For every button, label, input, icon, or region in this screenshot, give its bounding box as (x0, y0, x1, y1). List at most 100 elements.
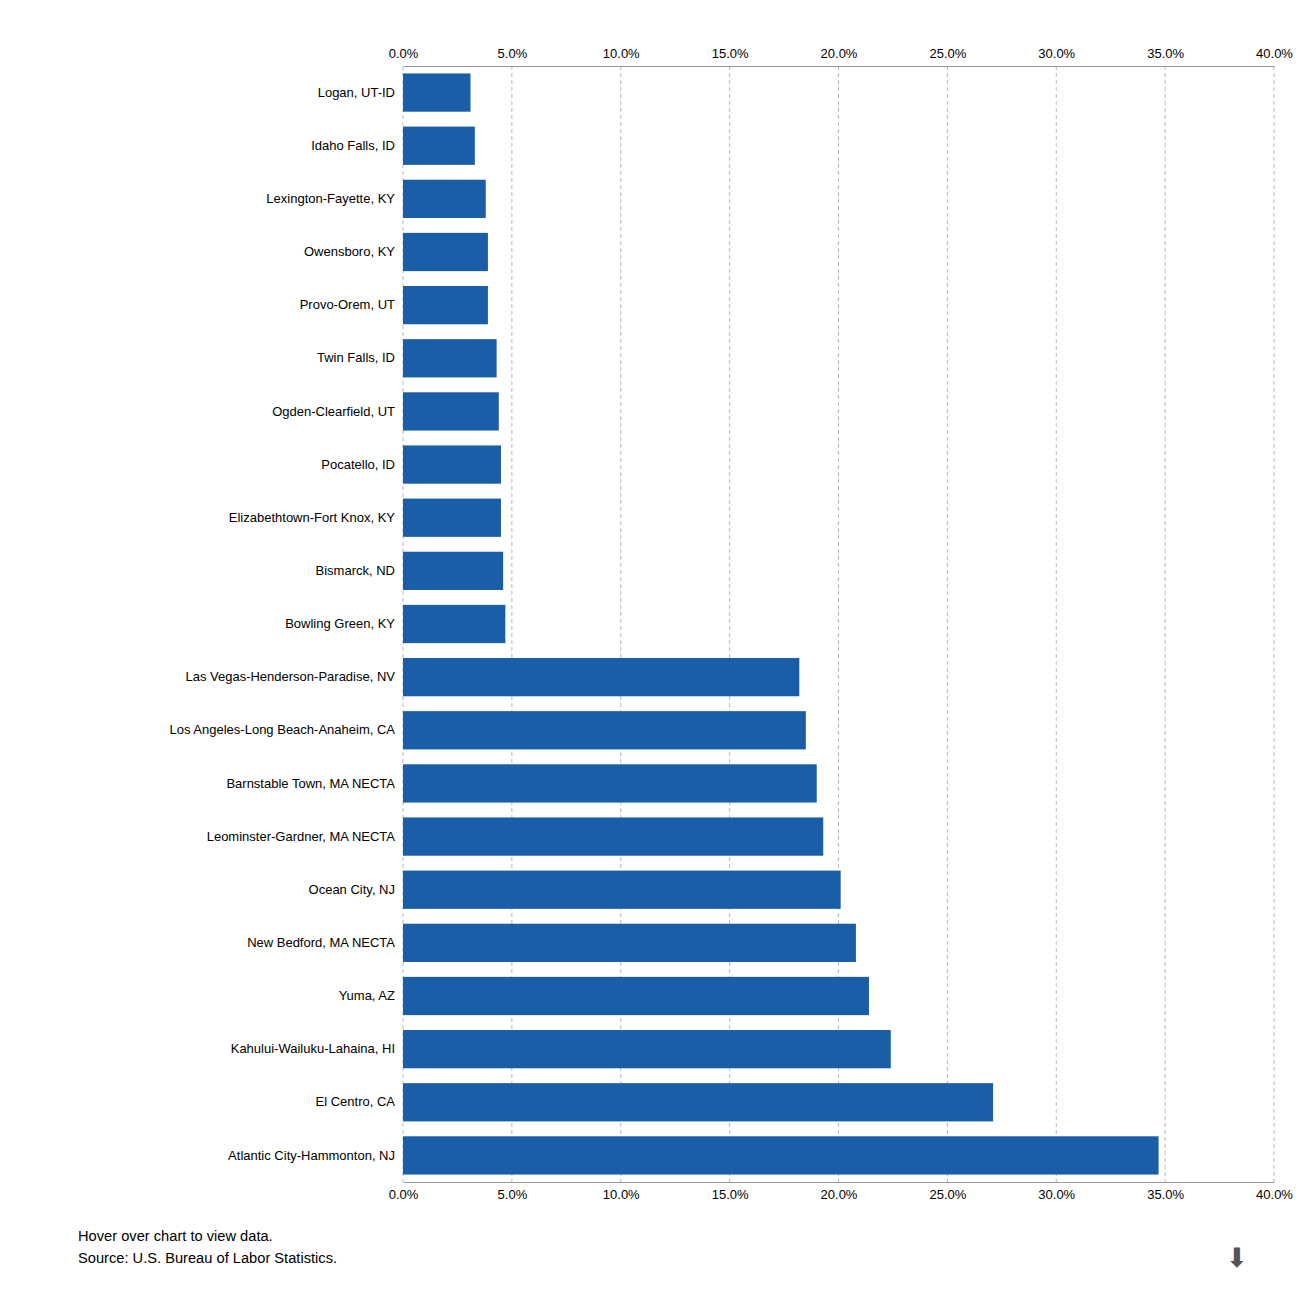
tick-label: 5.0% (498, 1187, 528, 1202)
tick: 5.0% (498, 1182, 528, 1202)
tick: Pocatello, ID (321, 457, 403, 472)
tick-label: 10.0% (603, 1187, 640, 1202)
bar (403, 392, 499, 430)
category-label: Ogden-Clearfield, UT (272, 404, 395, 419)
tick-label: 40.0% (1256, 46, 1293, 61)
category-label: Provo-Orem, UT (300, 297, 395, 312)
tick: Logan, UT-ID (318, 85, 403, 100)
category-label: Lexington-Fayette, KY (266, 191, 395, 206)
bar (403, 339, 497, 377)
bar (403, 1030, 891, 1068)
footnote: Hover over chart to view data. (78, 1228, 273, 1244)
tick: Yuma, AZ (339, 988, 403, 1003)
tick-label: 30.0% (1038, 46, 1075, 61)
grid-line (947, 66, 948, 1182)
tick-label: 20.0% (821, 1187, 858, 1202)
tick-label: 40.0% (1256, 1187, 1293, 1202)
tick: Las Vegas-Henderson-Paradise, NV (185, 669, 403, 684)
tick-label: 15.0% (712, 46, 749, 61)
bar (403, 871, 841, 909)
tick-label: 25.0% (929, 1187, 966, 1202)
tick: Atlantic City-Hammonton, NJ (228, 1148, 403, 1163)
tick: 0.0% (389, 1182, 419, 1202)
category-label: Ocean City, NJ (309, 882, 395, 897)
axis-line (404, 66, 1275, 67)
category-label: Barnstable Town, MA NECTA (226, 776, 395, 791)
tick: 15.0% (712, 1182, 749, 1202)
category-label: Kahului-Wailuku-Lahaina, HI (231, 1041, 395, 1056)
bar (403, 924, 856, 962)
category-label: Los Angeles-Long Beach-Anaheim, CA (170, 722, 396, 737)
tick: 10.0% (603, 1182, 640, 1202)
category-label: Yuma, AZ (339, 988, 395, 1003)
y-axis: Atlantic City-Hammonton, NJ El Centro, CA… (170, 67, 404, 1183)
bar (403, 233, 488, 271)
tick: Ocean City, NJ (309, 882, 403, 897)
category-label: Atlantic City-Hammonton, NJ (228, 1148, 395, 1163)
tick: 0.0% (389, 46, 419, 66)
tick: Los Angeles-Long Beach-Anaheim, CA (170, 722, 403, 737)
tick: Twin Falls, ID (317, 350, 403, 365)
grid-line (1056, 66, 1057, 1182)
tick: Owensboro, KY (304, 244, 403, 259)
tick: Leominster-Gardner, MA NECTA (207, 829, 403, 844)
bar (403, 711, 806, 749)
x-axis-top: 0.0% 5.0% 10.0% 15.0% 20.0% 25.0% 30.0% 35.0% 40… (389, 46, 1294, 67)
tick: Provo-Orem, UT (300, 297, 403, 312)
grid-line (1274, 66, 1275, 1182)
tick: New Bedford, MA NECTA (247, 935, 403, 950)
tick: 40.0% (1256, 46, 1293, 66)
axis-line (403, 67, 404, 1183)
tick-label: 20.0% (821, 46, 858, 61)
tick: Ogden-Clearfield, UT (272, 404, 403, 419)
tick: 35.0% (1147, 46, 1184, 66)
bar (403, 658, 799, 696)
tick: Elizabethtown-Fort Knox, KY (229, 510, 403, 525)
x-axis-bottom: 0.0% 5.0% 10.0% 15.0% 20.0% 25.0% 30.0% 35.0% 40… (389, 1182, 1294, 1202)
bar (403, 127, 475, 165)
tick-label: 35.0% (1147, 46, 1184, 61)
tick: Kahului-Wailuku-Lahaina, HI (231, 1041, 403, 1056)
tick: 25.0% (929, 1182, 966, 1202)
tick: El Centro, CA (316, 1094, 403, 1109)
tick: Lexington-Fayette, KY (266, 191, 403, 206)
tick: 40.0% (1256, 1182, 1293, 1202)
tick: 20.0% (821, 1182, 858, 1202)
tick: 30.0% (1038, 1182, 1075, 1202)
tick-label: 0.0% (389, 46, 419, 61)
bar (403, 605, 505, 643)
bar (403, 977, 869, 1015)
tick: Bismarck, ND (316, 563, 403, 578)
category-label: Logan, UT-ID (318, 85, 395, 100)
tick-label: 30.0% (1038, 1187, 1075, 1202)
category-label: Leominster-Gardner, MA NECTA (207, 829, 396, 844)
bar (403, 552, 503, 590)
category-label: El Centro, CA (316, 1094, 396, 1109)
bar (403, 445, 501, 483)
bar (403, 499, 501, 537)
category-label: Bismarck, ND (316, 563, 395, 578)
tick: 20.0% (821, 46, 858, 66)
tick: Bowling Green, KY (285, 616, 403, 631)
bar (403, 286, 488, 324)
tick: Idaho Falls, ID (311, 138, 403, 153)
category-label: Idaho Falls, ID (311, 138, 395, 153)
tick: 30.0% (1038, 46, 1075, 66)
category-label: Elizabethtown-Fort Knox, KY (229, 510, 396, 525)
download-icon: ⬇ (1226, 1243, 1248, 1273)
category-label: Bowling Green, KY (285, 616, 395, 631)
category-label: New Bedford, MA NECTA (247, 935, 395, 950)
tick-label: 15.0% (712, 1187, 749, 1202)
tick: 25.0% (929, 46, 966, 66)
tick-label: 5.0% (498, 46, 528, 61)
tick-label: 10.0% (603, 46, 640, 61)
chart: 0.0% 5.0% 10.0% 15.0% 20.0% 25.0% 30.0% 35.0% 40… (0, 0, 1300, 1313)
tick-label: 35.0% (1147, 1187, 1184, 1202)
category-label: Twin Falls, ID (317, 350, 395, 365)
plot-area: 0.0% 5.0% 10.0% 15.0% 20.0% 25.0% 30.0% 35.0% 40… (170, 46, 1294, 1202)
bar (403, 1083, 993, 1121)
bar (403, 817, 823, 855)
tick-label: 25.0% (929, 46, 966, 61)
grid (403, 66, 1274, 1182)
tick: 5.0% (498, 46, 528, 66)
